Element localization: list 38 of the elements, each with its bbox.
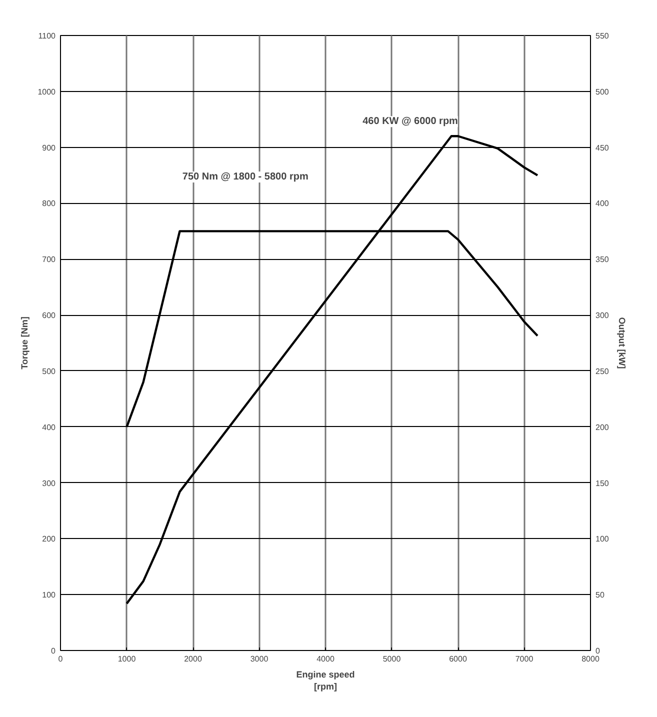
y2-tick-label: 500 [596, 87, 610, 96]
y-axis-title: Torque [Nm] [20, 316, 30, 370]
y-tick-label: 600 [42, 311, 56, 320]
x-tick-label: 2000 [184, 654, 202, 664]
x-tick-label: 5000 [382, 654, 402, 664]
x-tick-label: 6000 [449, 654, 468, 664]
annotation: 750 Nm @ 1800 - 5800 rpm [182, 171, 308, 182]
x-tick-label: 0 [58, 654, 64, 664]
y-tick-label: 800 [42, 199, 56, 208]
x-tick-label: 4000 [316, 654, 335, 664]
y2-tick-label: 50 [596, 590, 605, 600]
y2-tick-label: 350 [596, 255, 610, 264]
x-tick-label: 1000 [118, 654, 136, 664]
y-tick-label: 0 [51, 646, 56, 656]
y2-tick-label: 300 [596, 311, 610, 320]
y-tick-label: 900 [42, 143, 56, 152]
y-tick-label: 300 [42, 478, 56, 488]
y-tick-label: 1000 [38, 87, 56, 96]
y2-tick-label: 400 [596, 199, 610, 208]
x-axis-title: Engine speed [rpm] [296, 670, 355, 692]
y2-tick-label: 150 [596, 478, 610, 488]
y2-tick-label: 0 [596, 646, 600, 656]
x-tick-label: 3000 [250, 654, 269, 664]
y-tick-label: 100 [42, 590, 56, 600]
y2-tick-label: 100 [596, 534, 610, 544]
y-tick-label: 1100 [38, 32, 56, 40]
y-tick-label: 400 [42, 422, 56, 432]
y-tick-label: 200 [42, 534, 56, 544]
y-tick-label: 700 [42, 255, 56, 264]
y-tick-label: 500 [42, 366, 56, 376]
y2-tick-label: 550 [596, 32, 610, 40]
x-tick-label: 7000 [515, 654, 534, 664]
y2-tick-label: 200 [596, 422, 610, 432]
y2-axis-title: Output [kW] [616, 317, 627, 369]
y2-tick-label: 250 [596, 366, 610, 376]
x-tick-label: 8000 [582, 654, 600, 664]
y2-tick-label: 450 [596, 143, 610, 152]
annotation: 460 KW @ 6000 rpm [362, 116, 458, 128]
